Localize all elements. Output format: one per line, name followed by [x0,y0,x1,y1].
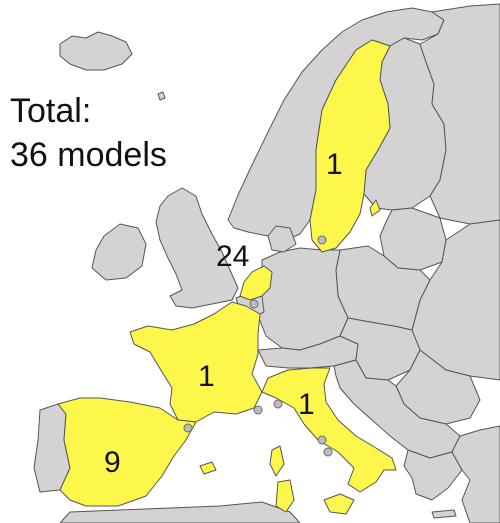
count-spain: 9 [104,446,121,479]
count-sweden: 1 [326,148,343,181]
country-spain[interactable] [57,397,197,507]
country-netherlands[interactable] [239,265,273,301]
country-greece [403,449,463,501]
country-germany [257,247,349,351]
island-gotland[interactable] [369,199,381,217]
island-corsica[interactable] [269,445,285,477]
marker-dot [183,423,193,433]
country-turkey [451,425,500,523]
marker-dot [323,447,333,457]
island-sicily[interactable] [323,493,355,515]
country-iceland [59,31,133,71]
marker-dot [273,399,283,409]
marker-dot [249,299,259,309]
country-italy[interactable] [261,367,397,493]
marker-dot [317,435,327,445]
total-label: Total: [10,92,92,130]
island-balearic[interactable] [199,461,217,475]
marker-dot [253,405,263,415]
island-sardinia[interactable] [275,479,295,513]
country-sweden[interactable] [309,39,391,253]
count-france: 1 [198,360,215,393]
total-models-label: 36 models [10,136,167,174]
country-russia-north [419,3,500,225]
country-denmark [267,225,297,253]
country-faroe [157,91,166,101]
count-netherlands: 24 [216,240,250,273]
marker-dot [317,235,327,245]
country-north-africa [59,501,301,523]
country-norway [227,7,445,241]
country-great-britain [155,187,239,309]
count-italy: 1 [298,388,315,421]
island-crete [431,509,457,519]
country-ireland [91,223,147,281]
country-france[interactable] [129,301,263,423]
